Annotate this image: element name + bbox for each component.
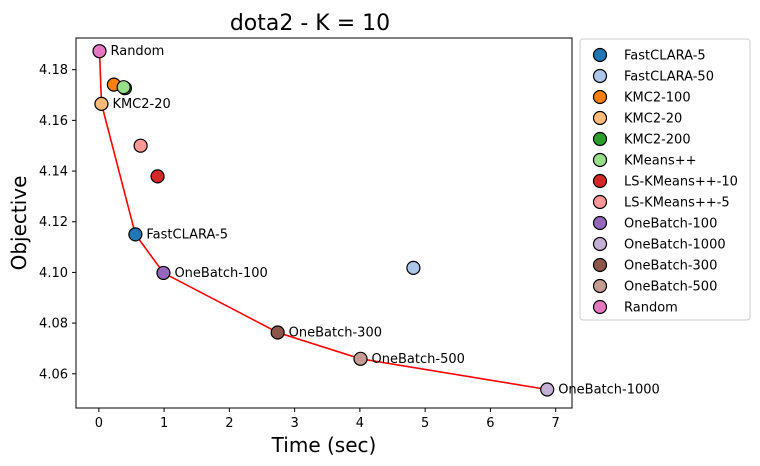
y-tick-label-4: 4.14	[39, 165, 68, 180]
legend-marker-10	[592, 257, 608, 273]
point-label-2: FastCLARA-5	[146, 227, 228, 242]
x-tick-label-2: 2	[225, 416, 233, 431]
legend-marker-9	[592, 236, 608, 252]
point-label-4: OneBatch-300	[289, 325, 382, 340]
x-tick-label-6: 6	[486, 416, 494, 431]
point-label-6: OneBatch-1000	[558, 383, 660, 398]
legend-frame	[579, 38, 751, 321]
legend-marker-5	[592, 152, 608, 168]
x-tick-label-1: 1	[160, 416, 168, 431]
y-tick-label-5: 4.16	[39, 114, 68, 129]
data-point-1	[406, 260, 421, 275]
legend-label-11: OneBatch-500	[624, 280, 717, 295]
x-tick-label-0: 0	[95, 416, 103, 431]
data-point-8	[156, 265, 171, 281]
legend-label-10: OneBatch-300	[624, 259, 717, 274]
data-point-9	[540, 382, 555, 397]
x-tick-label-4: 4	[356, 416, 364, 431]
data-point-10	[270, 325, 285, 340]
legend-marker-12	[592, 299, 608, 315]
x-tick-label-5: 5	[421, 416, 429, 431]
point-label-5: OneBatch-500	[372, 352, 465, 367]
y-tick-label-1: 4.08	[39, 317, 68, 332]
legend-label-7: LS-KMeans++-5	[624, 196, 730, 211]
legend-label-9: OneBatch-1000	[624, 238, 726, 253]
x-tick-label-7: 7	[552, 416, 560, 431]
data-point-11	[353, 351, 368, 366]
y-tick-label-6: 4.18	[39, 63, 68, 78]
legend-label-5: KMeans++	[624, 154, 697, 169]
legend-marker-2	[592, 89, 608, 105]
legend-marker-6	[592, 173, 608, 189]
legend-marker-11	[592, 278, 608, 294]
legend-marker-8	[592, 215, 608, 231]
legend-label-3: KMC2-20	[624, 112, 682, 127]
legend-marker-7	[592, 194, 608, 210]
y-tick-label-0: 4.06	[39, 367, 68, 382]
legend: FastCLARA-5 FastCLARA-50 KMC2-100 KMC2-20 KM…	[579, 38, 751, 321]
legend-marker-0	[592, 47, 608, 63]
y-tick-label-3: 4.12	[39, 215, 68, 230]
y-tick-label-2: 4.10	[39, 266, 68, 281]
x-axis-label: Time (sec)	[271, 433, 377, 457]
data-point-7	[133, 138, 148, 153]
data-point-6	[150, 169, 165, 184]
legend-label-1: FastCLARA-50	[624, 70, 714, 85]
y-axis-label: Objective	[7, 176, 31, 271]
x-tick-label-3: 3	[290, 416, 298, 431]
data-point-12	[92, 44, 107, 59]
legend-label-0: FastCLARA-5	[624, 49, 706, 64]
data-point-5	[116, 80, 131, 95]
point-label-0: Random	[110, 44, 164, 59]
point-label-3: OneBatch-100	[174, 266, 267, 281]
plot-area: Random KMC2-20 FastCLARA-5 OneBatch-100 OneB…	[92, 44, 660, 398]
legend-label-12: Random	[624, 301, 678, 316]
chart-title: dota2 - K = 10	[230, 11, 390, 36]
legend-marker-3	[592, 110, 608, 126]
point-label-1: KMC2-20	[112, 97, 170, 112]
legend-marker-1	[592, 68, 608, 84]
legend-label-4: KMC2-200	[624, 133, 691, 148]
legend-label-6: LS-KMeans++-10	[624, 175, 738, 190]
data-point-0	[128, 227, 143, 242]
legend-marker-4	[592, 131, 608, 147]
axis-ticks: 0 1 2 3 4 5 6 7 4.06 4.08 4.10 4.12 4.14 4.16 4.18	[39, 63, 560, 431]
data-point-3	[94, 96, 109, 111]
plot-frame	[75, 37, 573, 409]
legend-label-8: OneBatch-100	[624, 217, 717, 232]
legend-label-2: KMC2-100	[624, 91, 691, 106]
